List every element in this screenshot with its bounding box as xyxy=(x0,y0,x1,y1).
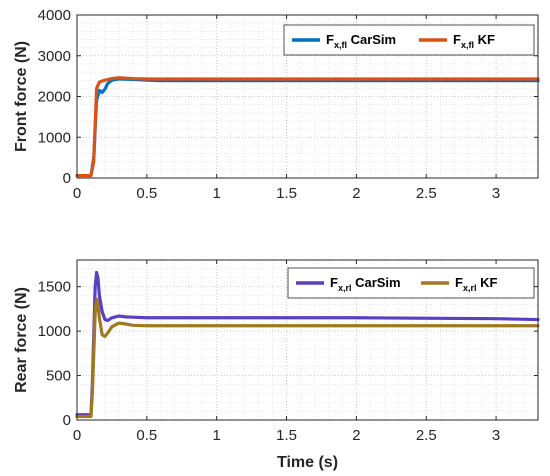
chart-2-x-tick-label: 3 xyxy=(492,427,500,444)
chart-2-x-axis-label: Time (s) xyxy=(277,454,338,471)
chart-2-x-tick-label: 2.5 xyxy=(416,427,437,444)
chart-1-x-tick-label: 2 xyxy=(352,185,360,202)
front-force-chart: 0 0.5 1 1.5 2 2.5 3 0 1000 2000 3000 4000 Front forc… xyxy=(13,7,540,202)
chart-2-y-tick-label: 0 xyxy=(63,412,71,429)
chart-1-y-tick-label: 1000 xyxy=(38,129,71,146)
chart-1-y-tick-label: 2000 xyxy=(38,89,71,106)
chart-2-legend-entry-1: Fx,rl CarSim xyxy=(330,275,401,293)
chart-1-legend-entry-1: Fx,fl CarSim xyxy=(326,32,396,50)
chart-2-y-tick-label: 1500 xyxy=(38,279,71,296)
chart-2-x-tick-label: 2 xyxy=(352,427,360,444)
chart-2-series-2-line xyxy=(75,297,540,419)
chart-2-x-tick-label: 1 xyxy=(213,427,221,444)
chart-1-x-tick-label: 2.5 xyxy=(416,185,437,202)
chart-2-y-tick-label: 500 xyxy=(46,368,71,385)
chart-2-y-tick-label: 1000 xyxy=(38,323,71,340)
chart-2-y-axis-label: Rear force (N) xyxy=(13,287,30,393)
chart-1-y-tick-label: 0 xyxy=(63,170,71,187)
chart-1-x-tick-label: 0 xyxy=(73,185,81,202)
chart-2-x-tick-label: 0 xyxy=(73,427,81,444)
chart-1-y-tick-label: 4000 xyxy=(38,7,71,24)
chart-1-x-tick-label: 0.5 xyxy=(136,185,157,202)
chart-1-legend: Fx,fl CarSim Fx,fl KF xyxy=(283,24,535,56)
chart-1-y-axis-label: Front force (N) xyxy=(13,41,30,152)
chart-2-x-tick-label: 1.5 xyxy=(276,427,297,444)
chart-1-x-tick-label: 1 xyxy=(213,185,221,202)
chart-1-legend-entry-2: Fx,fl KF xyxy=(453,32,495,50)
chart-2-legend: Fx,rl CarSim Fx,rl KF xyxy=(287,267,535,299)
chart-2-legend-entry-2: Fx,rl KF xyxy=(455,275,497,293)
rear-force-chart: 0 0.5 1 1.5 2 2.5 3 0 500 1000 1500 Rear force (N) T… xyxy=(13,259,540,471)
chart-2-x-tick-label: 0.5 xyxy=(136,427,157,444)
chart-1-series-1-line xyxy=(75,77,540,178)
chart-2-axes-frame xyxy=(76,259,539,421)
chart-1-x-tick-label: 1.5 xyxy=(276,185,297,202)
chart-1-x-tick-label: 3 xyxy=(492,185,500,202)
chart-1-y-tick-label: 3000 xyxy=(38,48,71,65)
chart-1-series-2-line xyxy=(75,76,540,178)
